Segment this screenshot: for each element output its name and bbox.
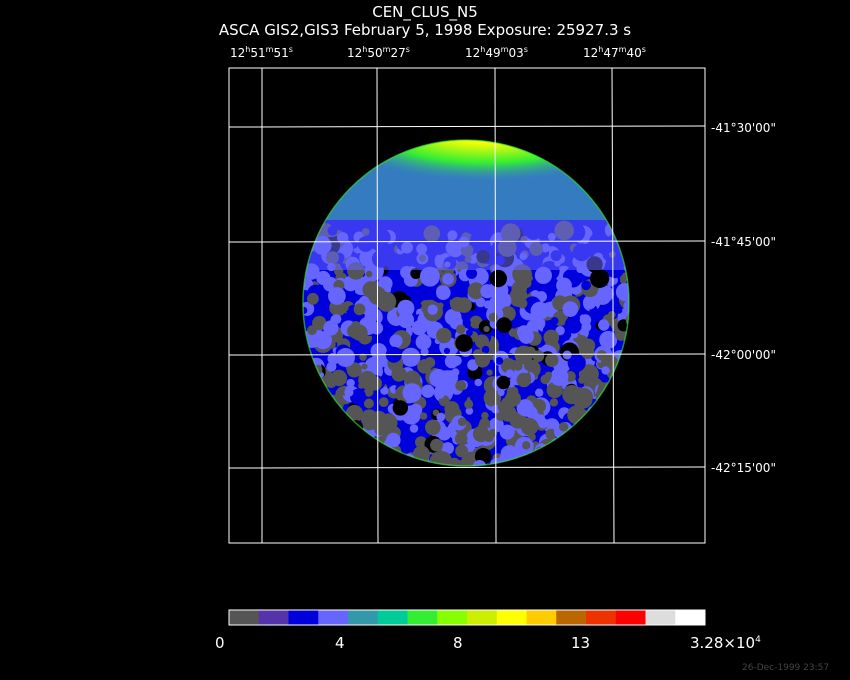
- colorbar-label: 8: [453, 634, 463, 652]
- colorbar-segment: [675, 610, 706, 625]
- image-title: CEN_CLUS_N5: [372, 3, 478, 21]
- colorbar-segment: [258, 610, 289, 625]
- image-subtitle: ASCA GIS2,GIS3 February 5, 1998 Exposure…: [218, 21, 632, 39]
- coordinate-grid: [228, 67, 706, 544]
- colorbar: [229, 610, 706, 625]
- colorbar-label: 0: [215, 634, 225, 652]
- ra-tick-label: 12h47m40s: [583, 45, 646, 60]
- ra-tick-label: 12h51m51s: [230, 45, 293, 60]
- colorbar-label: 13: [571, 634, 591, 652]
- colorbar-segment: [586, 610, 617, 625]
- colorbar-max-label: 3.28×104: [690, 634, 761, 652]
- colorbar-segment: [556, 610, 587, 625]
- detector-image: [303, 140, 629, 466]
- colorbar-segment: [615, 610, 646, 625]
- dec-tick-label: -41°45'00": [711, 235, 776, 249]
- colorbar-segment: [526, 610, 557, 625]
- colorbar-segment: [467, 610, 498, 625]
- ra-tick-label: 12h50m27s: [347, 45, 410, 60]
- colorbar-segment: [496, 610, 527, 625]
- colorbar-label: 4: [335, 634, 345, 652]
- colorbar-segment: [288, 610, 319, 625]
- colorbar-segment: [407, 610, 438, 625]
- timestamp: 26-Dec-1999 23:57: [742, 663, 830, 673]
- dec-tick-label: -42°00'00": [711, 348, 776, 362]
- colorbar-segment: [377, 610, 408, 625]
- colorbar-segment: [348, 610, 379, 625]
- plot-frame: [228, 67, 706, 544]
- dec-tick-label: -42°15'00": [711, 461, 776, 475]
- colorbar-segment: [437, 610, 468, 625]
- colorbar-segment: [645, 610, 676, 625]
- colorbar-segment: [318, 610, 349, 625]
- ra-tick-label: 12h49m03s: [465, 45, 528, 60]
- colorbar-segment: [229, 610, 260, 625]
- dec-tick-label: -41°30'00": [711, 121, 776, 135]
